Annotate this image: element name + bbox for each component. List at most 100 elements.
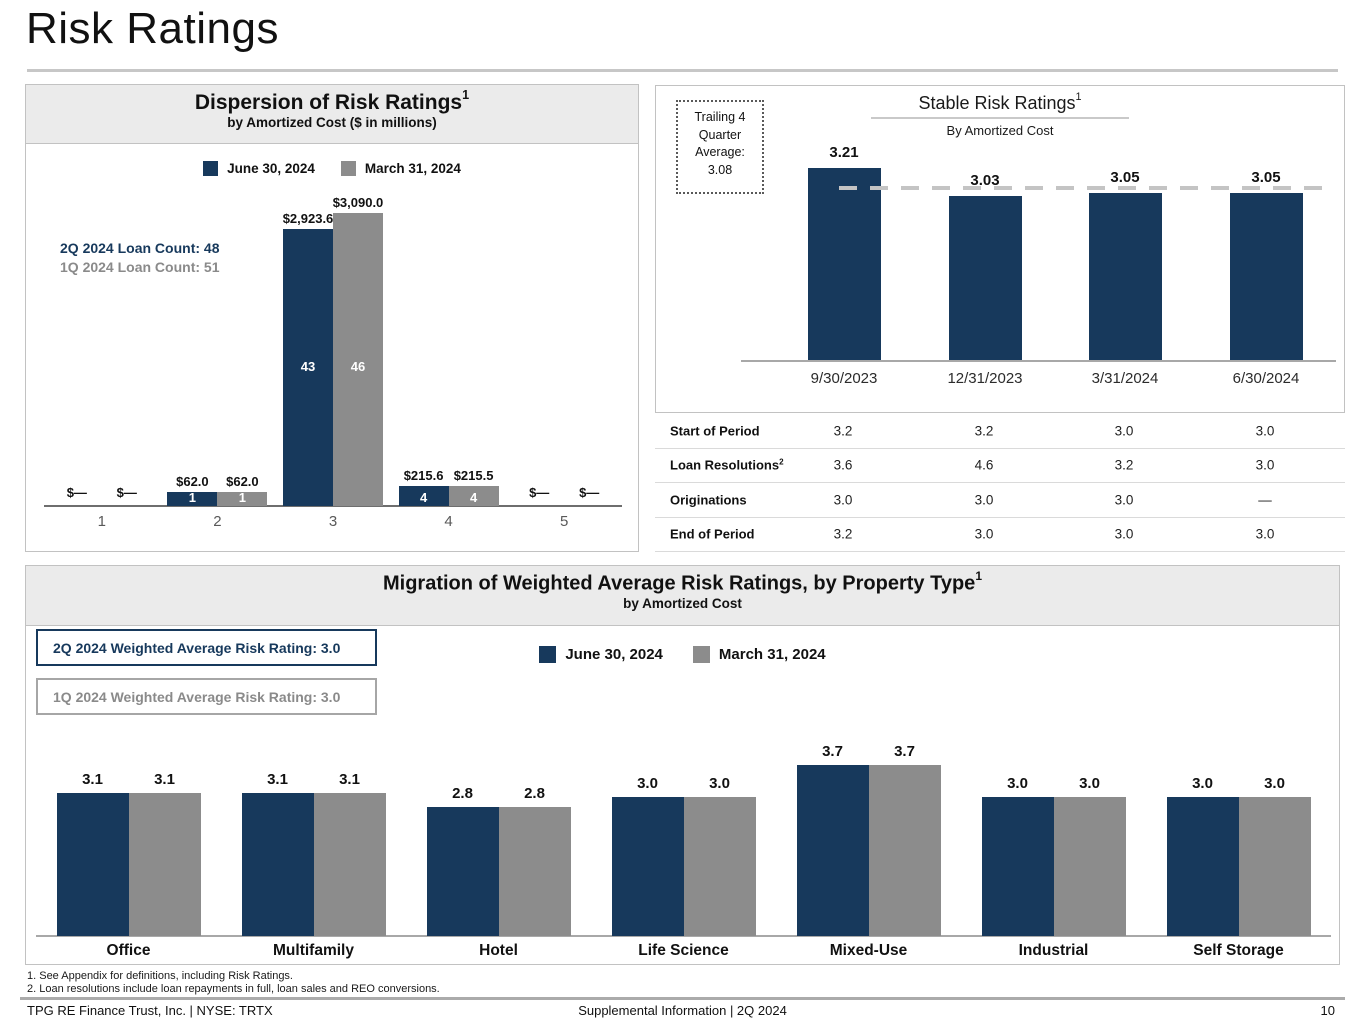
footnote-2: 2. Loan resolutions include loan repayme… — [27, 982, 440, 995]
table-cell: 3.2 — [974, 423, 994, 439]
stable-title: Stable Risk Ratings1 — [656, 91, 1344, 114]
x-tick-label: 1 — [97, 513, 106, 530]
migration-bar-self-storage — [1238, 797, 1311, 936]
x-tick-label: 4 — [444, 513, 453, 530]
dispersion-panel-header: Dispersion of Risk Ratings1 by Amortized… — [26, 85, 638, 144]
rating-box-1q: 1Q 2024 Weighted Average Risk Rating: 3.… — [36, 678, 377, 715]
x-tick-label: Self Storage — [1193, 942, 1284, 959]
dispersion-legend: June 30, 2024 March 31, 2024 — [26, 161, 638, 176]
bar-loan-count-label: 4 — [419, 490, 428, 505]
dispersion-panel: Dispersion of Risk Ratings1 by Amortized… — [25, 84, 639, 552]
x-tick-label: 2 — [213, 513, 222, 530]
migration-title: Migration of Weighted Average Risk Ratin… — [26, 569, 1339, 596]
dispersion-title-text: Dispersion of Risk Ratings — [194, 91, 463, 114]
x-tick-label: Industrial — [1018, 942, 1089, 959]
migration-subtitle: by Amortized Cost — [623, 595, 742, 611]
table-cell: 3.0 — [974, 526, 994, 542]
table-cell: 3.0 — [1114, 526, 1134, 542]
legend-item-march: March 31, 2024 — [692, 646, 826, 663]
migration-bar-value-label: 3.0 — [1192, 775, 1213, 793]
dispersion-title-sup: 1 — [462, 88, 470, 102]
migration-bar-value-label: 3.0 — [1264, 775, 1285, 793]
migration-bar-office — [56, 792, 129, 936]
legend-label-march: March 31, 2024 — [718, 646, 826, 663]
loan-count-2q: 2Q 2024 Loan Count: 48 — [60, 240, 220, 256]
bar-march-rating-4 — [448, 485, 499, 506]
footer-page-number: 10 — [1320, 1003, 1335, 1018]
bar-loan-count-label: 1 — [238, 490, 246, 505]
rating-box-2q: 2Q 2024 Weighted Average Risk Rating: 3.… — [36, 629, 377, 666]
table-cell: 3.0 — [974, 492, 994, 508]
x-tick-label: Multifamily — [273, 942, 354, 959]
migration-bar-value-label: 3.1 — [267, 770, 288, 788]
bar-june-rating-3 — [283, 228, 333, 506]
migration-bar-value-label: 3.0 — [1079, 775, 1100, 793]
stable-bar-3/31/2024 — [1088, 192, 1162, 361]
page-title: Risk Ratings — [26, 4, 279, 53]
bar-value-label: $— — [529, 485, 550, 500]
migration-bar-hotel — [426, 806, 499, 936]
migration-bar-value-label: 3.7 — [822, 743, 843, 761]
migration-title-text: Migration of Weighted Average Risk Ratin… — [382, 572, 976, 595]
table-cell: 3.0 — [1255, 526, 1275, 542]
stable-bar-value-label: 3.05 — [1110, 168, 1140, 186]
stable-title-block: Stable Risk Ratings1 By Amortized Cost — [656, 91, 1344, 138]
bar-value-label: $62.0 — [176, 474, 209, 489]
bar-value-label: $215.6 — [403, 467, 444, 483]
migration-title-sup: 1 — [975, 569, 982, 583]
callout-line-4: 3.08 — [707, 162, 733, 177]
table-cell: 3.2 — [833, 526, 853, 542]
legend-label-march: March 31, 2024 — [364, 161, 461, 176]
legend-item-june: June 30, 2024 — [539, 646, 663, 663]
migration-bar-value-label: 3.0 — [709, 775, 730, 793]
table-cell: 3.0 — [1255, 423, 1275, 439]
trailing-average-dashed-line — [839, 186, 1334, 191]
migration-panel: Migration of Weighted Average Risk Ratin… — [25, 565, 1340, 965]
x-tick-label: 3/31/2024 — [1091, 370, 1159, 387]
migration-bar-office — [128, 792, 201, 936]
migration-bar-value-label: 2.8 — [524, 784, 545, 802]
migration-bar-value-label: 3.7 — [894, 743, 915, 761]
stable-bar-value-label: 3.05 — [1251, 168, 1281, 186]
table-cell: 3.0 — [833, 492, 853, 508]
legend-swatch-gray — [340, 161, 356, 176]
legend-swatch-navy — [539, 646, 557, 663]
row-label: End of Period — [670, 526, 755, 542]
table-cell: 3.0 — [1114, 492, 1134, 508]
stable-bar-12/31/2023 — [948, 195, 1022, 361]
row-label: Originations — [670, 492, 747, 508]
stable-bar-value-label: 3.03 — [970, 171, 1000, 189]
stable-panel: Stable Risk Ratings1 By Amortized Cost T… — [655, 85, 1345, 413]
migration-bar-value-label: 3.1 — [339, 770, 360, 788]
x-tick-label: 6/30/2024 — [1232, 370, 1300, 387]
migration-bar-hotel — [498, 806, 571, 936]
bar-loan-count-label: 4 — [469, 490, 478, 505]
legend-swatch-gray — [692, 646, 710, 663]
migration-bar-life-science — [683, 797, 756, 936]
bar-loan-count-label: 46 — [350, 359, 366, 374]
table-row: Loan Resolutions2 3.6 4.6 3.2 3.0 — [655, 449, 1345, 483]
bar-loan-count-label: 1 — [188, 490, 196, 505]
x-tick-label: 3 — [328, 513, 338, 530]
legend-item-june: June 30, 2024 — [203, 161, 315, 176]
x-tick-label: 5 — [560, 513, 569, 530]
legend-label-june: June 30, 2024 — [565, 646, 663, 663]
x-tick-label: Mixed-Use — [829, 942, 908, 959]
bar-value-label: $— — [116, 485, 137, 500]
bar-value-label: $3,090.0 — [332, 195, 384, 210]
bar-value-label: $— — [66, 485, 87, 500]
legend-swatch-navy — [203, 161, 219, 176]
dispersion-plot: $— $— $62.0 1 $62.0 1 $2,923.6 43 $3,090.0 46 $215… — [44, 145, 622, 507]
migration-bar-self-storage — [1166, 797, 1239, 936]
table-cell: — — [1258, 492, 1272, 508]
stable-period-table: Start of Period 3.2 3.2 3.0 3.0 Loan Resoluti… — [655, 414, 1345, 556]
loan-count-annotation: 2Q 2024 Loan Count: 48 1Q 2024 Loan Coun… — [60, 239, 219, 277]
stable-subtitle: By Amortized Cost — [946, 123, 1054, 138]
loan-count-1q: 1Q 2024 Loan Count: 51 — [60, 258, 220, 275]
migration-bar-value-label: 2.8 — [452, 784, 473, 802]
x-tick-label: Life Science — [638, 942, 729, 959]
stable-bar-value-label: 3.21 — [829, 144, 859, 162]
row-label: Loan Resolutions2 — [670, 457, 784, 473]
migration-bar-mixed-use — [868, 765, 941, 936]
table-cell: 3.0 — [1114, 423, 1134, 439]
